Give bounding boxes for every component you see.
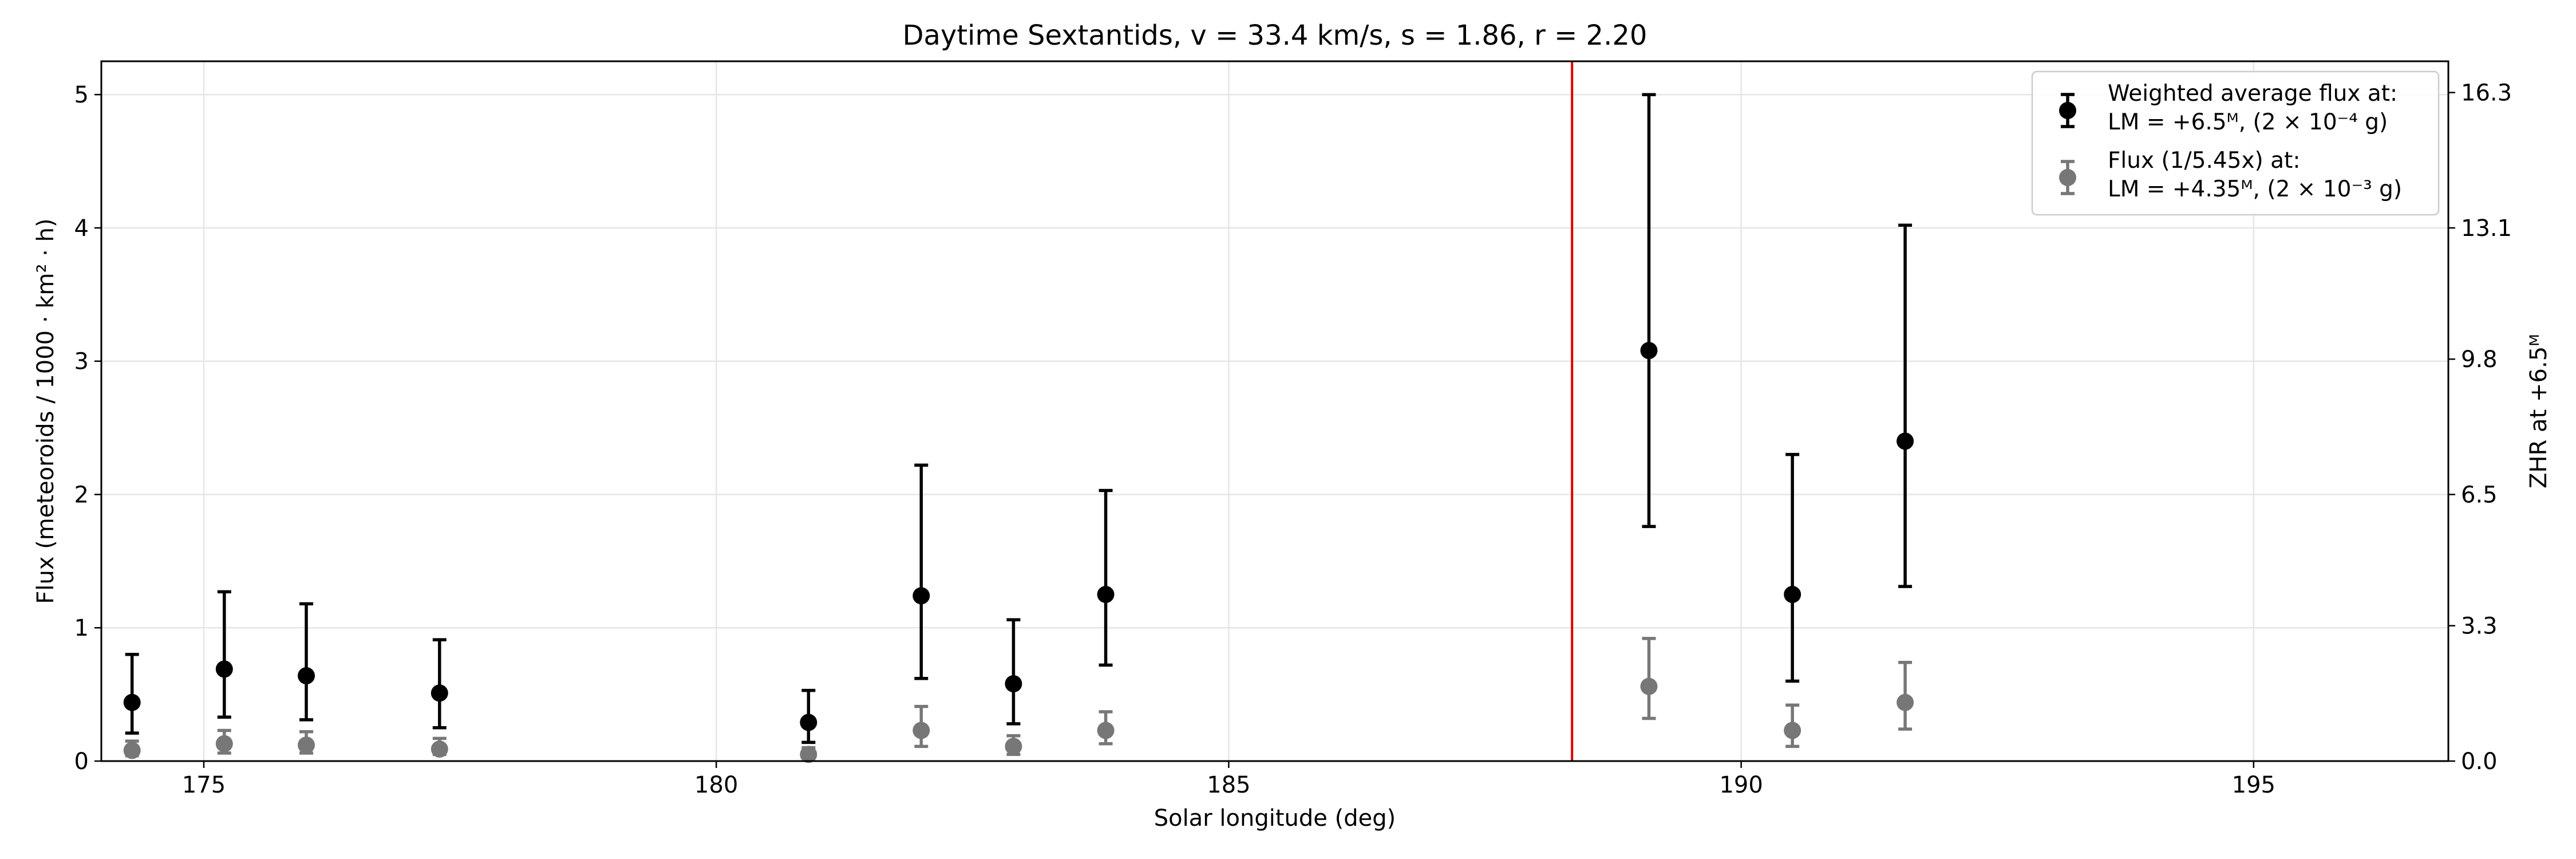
legend-box <box>2031 70 2440 216</box>
y-tick-label: 2 <box>74 482 89 508</box>
x-tick-label: 190 <box>1719 772 1763 798</box>
legend-series-1-line2: LM = +6.5ᴹ, (2 × 10⁻⁴ g) <box>2108 109 2388 135</box>
data-point <box>123 742 141 759</box>
data-point <box>123 693 141 711</box>
x-tick-label: 195 <box>2232 772 2275 798</box>
y2-tick-label: 6.5 <box>2461 482 2498 508</box>
data-point <box>912 587 930 605</box>
data-point <box>215 660 233 678</box>
chart-title: Daytime Sextantids, v = 33.4 km/s, s = 1… <box>903 19 1647 52</box>
data-point <box>1097 722 1115 739</box>
y-tick-label: 0 <box>74 748 89 775</box>
data-point <box>800 746 817 763</box>
y-tick-label: 1 <box>74 615 89 641</box>
x-tick-label: 185 <box>1207 772 1250 798</box>
data-point <box>1784 586 1801 604</box>
y-tick-label: 4 <box>74 215 89 242</box>
y2-tick-label: 13.1 <box>2461 215 2512 242</box>
y2-tick-label: 16.3 <box>2461 80 2512 107</box>
data-point <box>298 667 315 685</box>
x-tick-label: 175 <box>182 772 226 798</box>
y2-tick-label: 3.3 <box>2461 613 2498 640</box>
y-tick-label: 5 <box>74 82 89 108</box>
plot-frame <box>100 60 2449 762</box>
data-point <box>1640 342 1658 360</box>
y-axis-label: Flux (meteoroids / 1000 · km² · h) <box>33 218 59 604</box>
data-point <box>1005 675 1022 692</box>
x-axis-label: Solar longitude (deg) <box>1154 805 1396 832</box>
y2-tick-label: 9.8 <box>2461 346 2498 373</box>
legend-series-1-line1: Weighted average flux at: <box>2108 81 2397 107</box>
y2-axis-label: ZHR at +6.5ᴹ <box>2526 334 2552 488</box>
data-point <box>800 714 817 731</box>
legend-series-2-line2: LM = +4.35ᴹ, (2 × 10⁻³ g) <box>2108 176 2402 202</box>
data-point <box>1897 693 1914 711</box>
legend-marker-2-dot <box>2059 169 2076 186</box>
data-point <box>430 684 448 702</box>
legend: Weighted average flux at: LM = +6.5ᴹ, (2… <box>2031 70 2440 216</box>
data-point <box>298 736 315 754</box>
data-point <box>1784 722 1801 739</box>
y-tick-label: 3 <box>74 349 89 375</box>
legend-series-2-line1: Flux (1/5.45x) at: <box>2108 148 2301 174</box>
series-layer <box>123 93 1914 763</box>
series-1 <box>123 93 1914 744</box>
y2-tick-label: 0.0 <box>2461 748 2498 775</box>
series-2 <box>123 637 1914 763</box>
legend-marker-1-dot <box>2059 102 2076 119</box>
data-point <box>430 740 448 758</box>
ticks: 175 180 185 190 195 0 1 2 3 4 5 0.0 3.3 6.5 9.8 13.1 16.… <box>74 80 2512 798</box>
data-point <box>1897 432 1914 450</box>
data-point <box>1097 586 1115 604</box>
data-point <box>215 735 233 752</box>
legend-markers <box>2059 93 2076 195</box>
data-point <box>1005 738 1022 755</box>
data-point <box>912 722 930 739</box>
x-tick-label: 180 <box>694 772 738 798</box>
data-point <box>1640 677 1658 695</box>
